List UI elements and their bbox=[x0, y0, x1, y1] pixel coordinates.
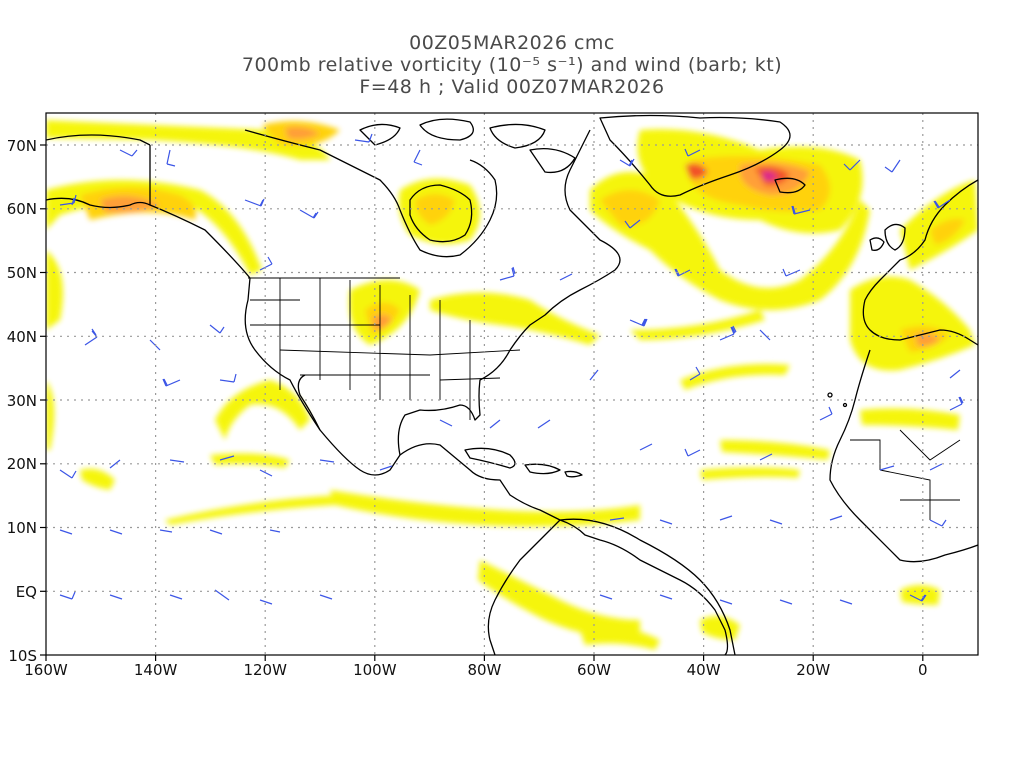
lat-label-10n: 10N bbox=[7, 519, 37, 537]
vorticity-shading bbox=[46, 120, 978, 650]
lon-label-120w: 120W bbox=[243, 661, 287, 679]
lat-label-70n: 70N bbox=[7, 137, 37, 155]
lat-lon-grid bbox=[46, 113, 978, 655]
lon-label-160w: 160W bbox=[24, 661, 68, 679]
coastlines bbox=[46, 114, 978, 655]
wind-barbs bbox=[59, 133, 964, 605]
plot-frame bbox=[45, 112, 979, 656]
lat-label-30n: 30N bbox=[7, 392, 37, 410]
title-date-model: 00Z05MAR2026 cmc bbox=[409, 32, 615, 54]
lon-label-60w: 60W bbox=[577, 661, 611, 679]
lat-label-50n: 50N bbox=[7, 264, 37, 282]
state-borders bbox=[248, 277, 961, 520]
lat-label-20n: 20N bbox=[7, 455, 37, 473]
lon-label-20w: 20W bbox=[796, 661, 830, 679]
lat-label-10s: 10S bbox=[8, 647, 37, 665]
latitude-labels: 70N 60N 50N 40N 30N 20N 10N EQ 10S bbox=[7, 137, 37, 665]
lon-label-140w: 140W bbox=[134, 661, 178, 679]
lon-label-80w: 80W bbox=[467, 661, 501, 679]
map-title: 00Z05MAR2026 cmc 700mb relative vorticit… bbox=[0, 32, 1024, 98]
lon-label-0: 0 bbox=[918, 661, 928, 679]
lon-label-40w: 40W bbox=[687, 661, 721, 679]
longitude-labels: 160W 140W 120W 100W 80W 60W 40W 20W 0 bbox=[24, 661, 927, 679]
title-field-description: 700mb relative vorticity (10⁻⁵ s⁻¹) and … bbox=[241, 54, 783, 76]
lat-label-40n: 40N bbox=[7, 328, 37, 346]
tick-marks bbox=[40, 144, 924, 661]
lon-label-100w: 100W bbox=[353, 661, 397, 679]
lat-label-eq: EQ bbox=[16, 583, 37, 601]
lat-label-60n: 60N bbox=[7, 200, 37, 218]
title-forecast-valid: F=48 h ; Valid 00Z07MAR2026 bbox=[359, 76, 665, 98]
